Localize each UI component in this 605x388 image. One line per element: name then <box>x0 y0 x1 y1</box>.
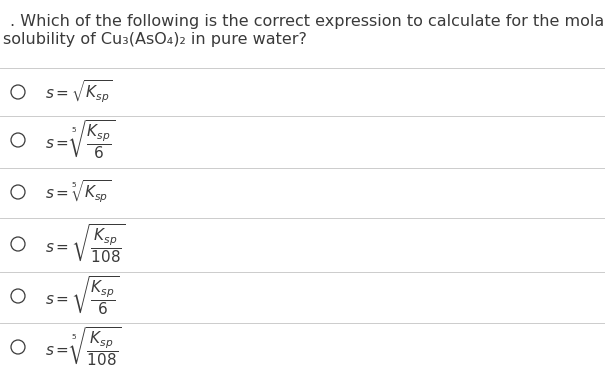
Text: $s = \sqrt[5]{K_{sp}}$: $s = \sqrt[5]{K_{sp}}$ <box>45 179 111 205</box>
Text: $s = \sqrt{K_{sp}}$: $s = \sqrt{K_{sp}}$ <box>45 79 113 105</box>
Text: $s = \sqrt[5]{\dfrac{K_{sp}}{6}}$: $s = \sqrt[5]{\dfrac{K_{sp}}{6}}$ <box>45 119 116 161</box>
Text: $s = \sqrt{\dfrac{K_{sp}}{6}}$: $s = \sqrt{\dfrac{K_{sp}}{6}}$ <box>45 275 119 317</box>
Text: $s = \sqrt{\dfrac{K_{sp}}{108}}$: $s = \sqrt{\dfrac{K_{sp}}{108}}$ <box>45 223 126 265</box>
Text: solubility of Cu₃(AsO₄)₂ in pure water?: solubility of Cu₃(AsO₄)₂ in pure water? <box>3 32 307 47</box>
Text: $s = \sqrt[5]{\dfrac{K_{sp}}{108}}$: $s = \sqrt[5]{\dfrac{K_{sp}}{108}}$ <box>45 326 122 368</box>
Text: . Which of the following is the correct expression to calculate for the molar: . Which of the following is the correct … <box>10 14 605 29</box>
